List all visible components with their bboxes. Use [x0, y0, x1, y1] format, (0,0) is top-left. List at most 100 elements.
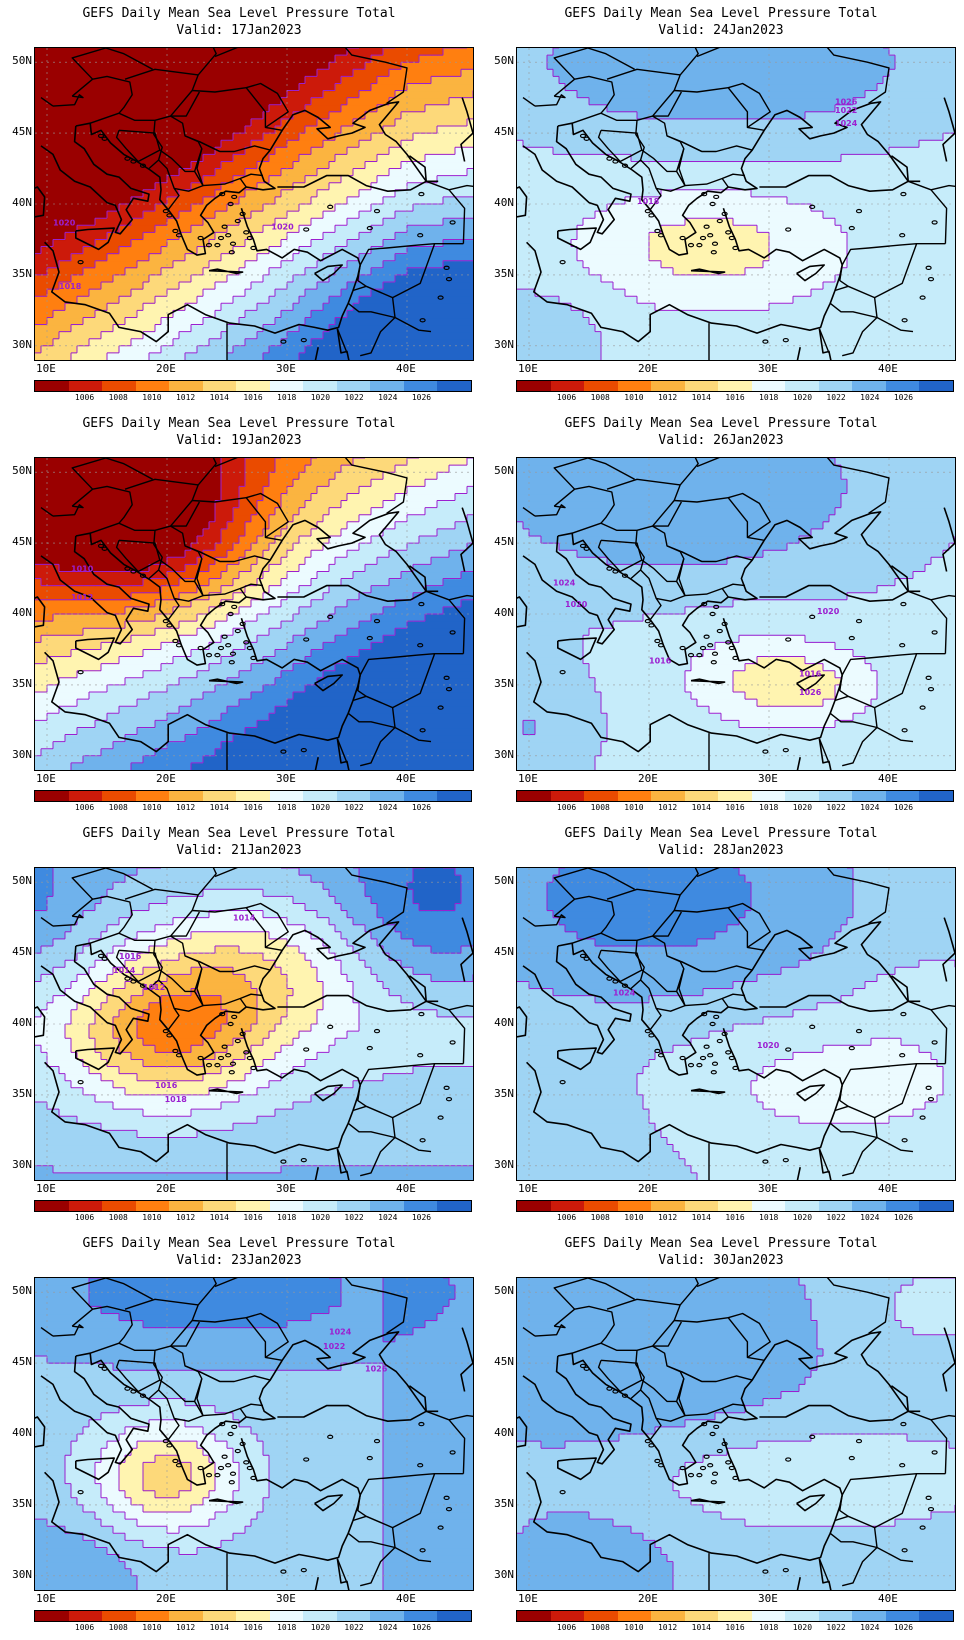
- island: [97, 133, 105, 139]
- pressure-cell: [215, 225, 222, 233]
- pressure-cell: [913, 260, 920, 269]
- pressure-cell: [595, 211, 602, 219]
- pressure-cell: [359, 97, 366, 106]
- pressure-cell: [413, 161, 420, 170]
- pressure-cell: [607, 282, 614, 290]
- pressure-cell: [185, 196, 192, 205]
- coastline: [314, 264, 343, 282]
- pressure-cell: [401, 126, 408, 134]
- pressure-cell: [565, 289, 572, 297]
- pressure-cell: [323, 111, 330, 120]
- pressure-cell: [817, 204, 824, 212]
- pressure-cell: [823, 267, 830, 276]
- pressure-cell: [257, 303, 264, 311]
- pressure-cell: [65, 218, 72, 226]
- pressure-cell: [443, 225, 450, 233]
- pressure-cell: [847, 274, 854, 283]
- pressure-cell: [347, 232, 354, 241]
- pressure-cell: [751, 225, 758, 233]
- pressure-cell: [107, 154, 114, 163]
- pressure-cell: [89, 218, 96, 226]
- colorbar-swatch: [303, 381, 337, 391]
- pressure-cell: [449, 83, 456, 92]
- pressure-cell: [251, 154, 258, 163]
- pressure-cell: [323, 76, 330, 85]
- pressure-cell: [517, 310, 524, 319]
- pressure-cell: [607, 289, 614, 297]
- pressure-cell: [143, 324, 150, 333]
- pressure-cell: [637, 289, 644, 297]
- pressure-cell: [371, 352, 378, 360]
- pressure-cell: [727, 338, 734, 347]
- pressure-cell: [679, 196, 686, 205]
- pressure-cell: [523, 246, 530, 255]
- pressure-cell: [89, 331, 96, 340]
- pressure-cell: [179, 62, 186, 70]
- pressure-cell: [859, 211, 866, 219]
- pressure-cell: [347, 133, 354, 141]
- pressure-cell: [317, 133, 324, 141]
- pressure-cell: [359, 154, 366, 163]
- pressure-cell: [245, 196, 252, 205]
- pressure-cell: [65, 90, 72, 99]
- pressure-cell: [895, 204, 902, 212]
- pressure-cell: [83, 168, 90, 177]
- pressure-cell: [47, 168, 54, 177]
- pressure-cell: [83, 253, 90, 262]
- pressure-cell: [715, 324, 722, 333]
- pressure-cell: [841, 204, 848, 212]
- pressure-cell: [841, 260, 848, 269]
- island: [77, 259, 84, 265]
- pressure-cell: [185, 204, 192, 212]
- pressure-cell: [395, 274, 402, 283]
- pressure-cell: [745, 232, 752, 241]
- pressure-cell: [317, 140, 324, 148]
- pressure-cell: [329, 296, 336, 304]
- pressure-cell: [733, 345, 740, 354]
- pressure-cell: [257, 140, 264, 148]
- pressure-cell: [341, 296, 348, 304]
- pressure-cell: [431, 253, 438, 262]
- pressure-cell: [787, 260, 794, 269]
- pressure-cell: [101, 62, 108, 70]
- pressure-cell: [245, 274, 252, 283]
- pressure-cell: [377, 69, 384, 77]
- pressure-cell: [89, 232, 96, 241]
- pressure-cell: [197, 338, 204, 347]
- pressure-cell: [937, 253, 944, 262]
- pressure-cell: [661, 296, 668, 304]
- pressure-cell: [673, 211, 680, 219]
- pressure-cell: [209, 239, 216, 248]
- pressure-cell: [637, 303, 644, 311]
- pressure-cell: [895, 274, 902, 283]
- pressure-cell: [41, 140, 48, 148]
- pressure-cell: [191, 232, 198, 241]
- pressure-cell: [197, 253, 204, 262]
- pressure-cell: [47, 118, 54, 127]
- pressure-cell: [865, 303, 872, 311]
- pressure-cell: [395, 90, 402, 99]
- pressure-cell: [299, 140, 306, 148]
- pressure-cell: [389, 260, 396, 269]
- pressure-cell: [461, 168, 468, 177]
- pressure-cell: [541, 225, 548, 233]
- pressure-cell: [59, 211, 66, 219]
- pressure-cell: [113, 296, 120, 304]
- pressure-cell: [353, 189, 360, 198]
- pressure-cell: [131, 118, 138, 127]
- pressure-cell: [293, 62, 300, 70]
- pressure-cell: [83, 111, 90, 120]
- pressure-cell: [649, 317, 656, 326]
- pressure-cell: [655, 274, 662, 283]
- pressure-cell: [35, 175, 42, 184]
- pressure-cell: [95, 175, 102, 184]
- pressure-cell: [347, 352, 354, 360]
- pressure-cell: [419, 211, 426, 219]
- pressure-cell: [125, 168, 132, 177]
- pressure-cell: [311, 196, 318, 205]
- pressure-cell: [269, 168, 276, 177]
- pressure-cell: [781, 282, 788, 290]
- pressure-cell: [565, 282, 572, 290]
- pressure-cell: [269, 260, 276, 269]
- pressure-cell: [221, 225, 228, 233]
